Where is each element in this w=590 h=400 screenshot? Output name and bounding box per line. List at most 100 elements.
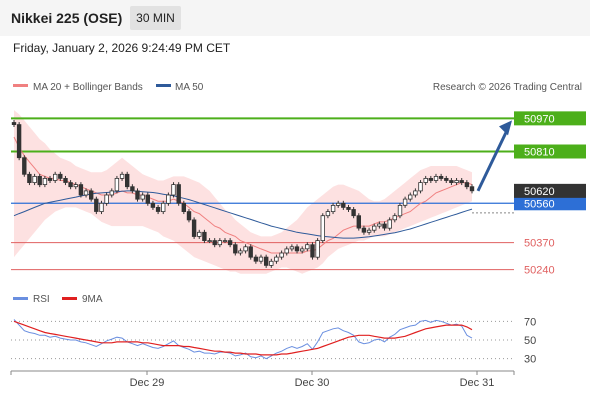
candle-body bbox=[171, 184, 176, 196]
candle-body bbox=[335, 202, 341, 206]
candle-body bbox=[418, 182, 423, 192]
candle-body bbox=[47, 177, 53, 181]
candle-body bbox=[176, 184, 181, 204]
candle-body bbox=[207, 240, 212, 243]
pivot-tag-bg bbox=[514, 196, 586, 211]
header-bar bbox=[0, 0, 590, 36]
rsi-panel: 70 50 30 bbox=[11, 316, 536, 366]
resistance-tag-2-bg bbox=[514, 144, 586, 159]
timeframe-button[interactable]: 30 MIN bbox=[130, 6, 181, 30]
last-price-tag-bg bbox=[514, 183, 586, 198]
candle-body bbox=[238, 250, 243, 254]
candle-body bbox=[73, 184, 78, 188]
candle-body bbox=[284, 248, 289, 254]
candle-body bbox=[449, 180, 454, 183]
candle-body bbox=[191, 219, 197, 237]
candle-body bbox=[253, 256, 259, 262]
candle-body bbox=[325, 211, 331, 217]
candle-body bbox=[346, 206, 351, 210]
candle-body bbox=[83, 190, 89, 196]
candle-body bbox=[166, 194, 171, 204]
candle-body bbox=[125, 173, 130, 188]
candle-body bbox=[387, 219, 392, 229]
candle-body bbox=[68, 182, 73, 188]
candle-body bbox=[27, 173, 32, 184]
candle-body bbox=[444, 177, 449, 181]
candle-body bbox=[382, 223, 387, 229]
candle-body bbox=[130, 186, 135, 192]
candle-body bbox=[197, 231, 202, 237]
candle-body bbox=[135, 190, 140, 200]
candle-body bbox=[392, 215, 397, 221]
candle-body bbox=[233, 244, 238, 254]
candle-body bbox=[227, 240, 233, 246]
legend-rsi-swatch bbox=[13, 297, 28, 300]
legend-ma50-swatch bbox=[156, 84, 171, 87]
candle-body bbox=[397, 204, 403, 217]
candle-body bbox=[104, 194, 109, 204]
candle-body bbox=[299, 248, 305, 252]
candle-body bbox=[42, 177, 48, 185]
candle-body bbox=[279, 252, 284, 258]
candle-body bbox=[16, 124, 22, 159]
candle-body bbox=[94, 198, 99, 212]
x-tick-label: Dec 31 bbox=[460, 377, 495, 389]
candle-body bbox=[351, 209, 356, 217]
support-tag-1: 50370 bbox=[524, 238, 555, 250]
candle-body bbox=[428, 177, 433, 181]
candle-body bbox=[413, 190, 418, 196]
bollinger-band bbox=[14, 110, 472, 274]
legend-rsi-label: RSI bbox=[33, 294, 50, 305]
legend-rsi-ma-swatch bbox=[62, 297, 77, 300]
watermark: Research © 2026 Trading Central bbox=[433, 82, 582, 93]
pivot-tag: 50560 bbox=[524, 198, 555, 210]
instrument-title: Nikkei 225 (OSE) bbox=[11, 10, 123, 26]
candle-body bbox=[469, 186, 475, 192]
candle-body bbox=[366, 229, 372, 233]
resistance-tag-1: 50970 bbox=[524, 113, 555, 125]
price-panel: 50970 50810 50560 50370 50240 50620 bbox=[11, 110, 586, 277]
candle-body bbox=[294, 246, 300, 252]
forecast-arrow-head bbox=[499, 120, 512, 136]
candle-body bbox=[53, 173, 58, 181]
candle-body bbox=[320, 215, 325, 241]
legend-ma20-label: MA 20 + Bollinger Bands bbox=[33, 82, 143, 93]
candle-body bbox=[454, 180, 459, 183]
x-axis: Dec 29 Dec 30 Dec 31 bbox=[10, 370, 515, 389]
candle-body bbox=[464, 182, 470, 188]
candle-body bbox=[109, 190, 114, 196]
forecast-arrow bbox=[476, 129, 509, 192]
legend-ma50-label: MA 50 bbox=[175, 82, 204, 93]
candle-body bbox=[330, 204, 336, 212]
candle-body bbox=[160, 202, 166, 213]
timestamp: Friday, January 2, 2026 9:24:49 PM CET bbox=[13, 41, 231, 55]
candle-body bbox=[114, 177, 120, 192]
candle-body bbox=[310, 244, 315, 258]
candle-body bbox=[155, 206, 161, 212]
candle-body bbox=[305, 244, 310, 250]
candle-body bbox=[263, 256, 269, 266]
rsi-tick-label: 70 bbox=[524, 316, 536, 328]
legend-rsi-ma-label: 9MA bbox=[82, 294, 103, 305]
candle-body bbox=[243, 246, 248, 252]
candle-body bbox=[356, 215, 361, 229]
candle-body bbox=[22, 157, 27, 175]
candle-body bbox=[315, 240, 320, 258]
candle-body bbox=[407, 194, 413, 200]
candle-body bbox=[63, 177, 68, 183]
candle-body bbox=[32, 175, 37, 183]
candle-body bbox=[402, 198, 408, 206]
candle-body bbox=[145, 194, 150, 204]
candle-body bbox=[58, 173, 63, 179]
candle-body bbox=[222, 240, 228, 243]
candle-body bbox=[269, 260, 274, 266]
candle-body bbox=[140, 194, 145, 200]
candle-body bbox=[459, 180, 464, 183]
candle-body bbox=[289, 246, 295, 250]
candle-body bbox=[438, 175, 444, 179]
legend-ma20-swatch bbox=[13, 84, 28, 87]
candle-body bbox=[181, 202, 186, 213]
candle-body bbox=[248, 246, 253, 258]
resistance-tag-2: 50810 bbox=[524, 147, 555, 159]
candle-body bbox=[186, 211, 192, 221]
